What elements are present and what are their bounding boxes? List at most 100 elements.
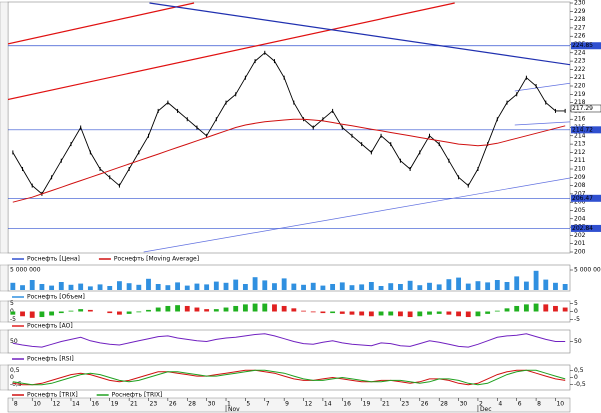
bar [523, 281, 529, 290]
bar [562, 307, 568, 312]
bar [252, 303, 258, 312]
bar [349, 285, 355, 290]
bar [39, 284, 45, 290]
bar [378, 311, 384, 316]
bar [465, 311, 471, 318]
level-box [571, 126, 601, 134]
trend-line [514, 121, 570, 126]
y-tick-label: 207 [574, 190, 586, 197]
x-tick-label: 26 [169, 401, 177, 408]
x-axis-band [7, 397, 571, 413]
legend-label: Роснефть [TRIX] [27, 392, 78, 399]
y-tick-label: 226 [574, 33, 586, 40]
y-tick-label: 0 [574, 308, 578, 315]
bar [204, 284, 210, 290]
level-box [571, 42, 601, 50]
bar [175, 305, 180, 312]
bar [291, 283, 297, 290]
bar [378, 286, 384, 290]
series-line [12, 52, 566, 195]
y-tick-label: -0,5 [574, 381, 586, 388]
y-tick-label: 211 [574, 157, 586, 164]
bar [427, 282, 432, 290]
legend-label: Роснефть [RSI] [27, 356, 74, 363]
x-tick-label: 30 [208, 401, 216, 408]
y-tick-label-left: 0 [10, 374, 14, 381]
month-label: Dec [480, 406, 492, 413]
y-tick-label: 209 [574, 174, 586, 181]
x-tick-label: 1 [227, 401, 231, 408]
bar [155, 284, 161, 290]
y-tick-label-left: 0,5 [10, 367, 20, 374]
x-tick-label: 10 [33, 401, 41, 408]
x-tick-label: 21 [382, 401, 390, 408]
bar [136, 311, 142, 313]
x-tick-label: 8 [537, 401, 541, 408]
y-tick-label: 0,5 [574, 367, 584, 374]
y-tick-label: 5 000 000 [574, 267, 601, 274]
series-line [12, 369, 566, 386]
legend-label: Роснефть [TRIX] [112, 392, 163, 399]
bar [165, 305, 171, 312]
bar [204, 309, 210, 312]
y-tick-label: 5 [574, 300, 578, 307]
trend-line [149, 2, 570, 66]
x-tick-label: 2 [479, 401, 483, 408]
trend-line [514, 82, 570, 92]
x-tick-label: 19 [111, 401, 119, 408]
y-tick-label: 206 [574, 199, 586, 206]
bar [107, 286, 113, 290]
left-gutter [0, 329, 9, 354]
bar [553, 305, 558, 312]
bar [514, 276, 520, 290]
bar [417, 311, 423, 317]
bar [427, 311, 432, 315]
legend-label: Роснефть [Moving Average] [114, 256, 199, 263]
y-tick-label: 212 [574, 149, 586, 156]
y-tick-label: 213 [574, 141, 586, 148]
bar [49, 311, 55, 316]
bar [20, 311, 25, 317]
x-tick-label: 23 [150, 401, 158, 408]
bar [281, 278, 287, 290]
y-tick-label: 205 [574, 207, 586, 214]
x-tick-label: 30 [460, 401, 468, 408]
bar [504, 282, 510, 290]
level-box [571, 224, 601, 232]
bar [456, 277, 461, 290]
bar [272, 283, 277, 290]
bar [475, 281, 481, 290]
x-tick-label: 23 [401, 401, 409, 408]
bar [29, 280, 35, 290]
y-tick-label: 222 [574, 66, 586, 73]
bar [310, 282, 316, 290]
bar [388, 311, 394, 316]
bar [242, 284, 248, 290]
bar [155, 307, 161, 312]
x-tick-label: 14 [324, 401, 332, 408]
bar [262, 280, 268, 290]
bar [368, 311, 374, 317]
x-tick-label: 28 [188, 401, 196, 408]
bar [194, 307, 200, 312]
bar [494, 280, 500, 290]
bar [446, 311, 452, 315]
bar [78, 283, 84, 290]
bar [339, 311, 345, 314]
bar [407, 280, 413, 290]
level-label: 202.84 [572, 225, 593, 232]
y-tick-label: 218 [574, 99, 586, 106]
x-tick-label: 9 [285, 401, 289, 408]
bar [39, 311, 45, 318]
y-tick-label-left: 50 [10, 338, 18, 345]
bar [465, 283, 471, 290]
x-tick-label: 16 [91, 401, 99, 408]
x-tick-label: 14 [72, 401, 80, 408]
bar [533, 270, 539, 290]
bar [330, 284, 336, 290]
bar [165, 285, 171, 290]
y-tick-label: 219 [574, 91, 586, 98]
y-tick-label: 223 [574, 58, 586, 65]
price-box [570, 104, 601, 113]
bar [398, 311, 403, 317]
